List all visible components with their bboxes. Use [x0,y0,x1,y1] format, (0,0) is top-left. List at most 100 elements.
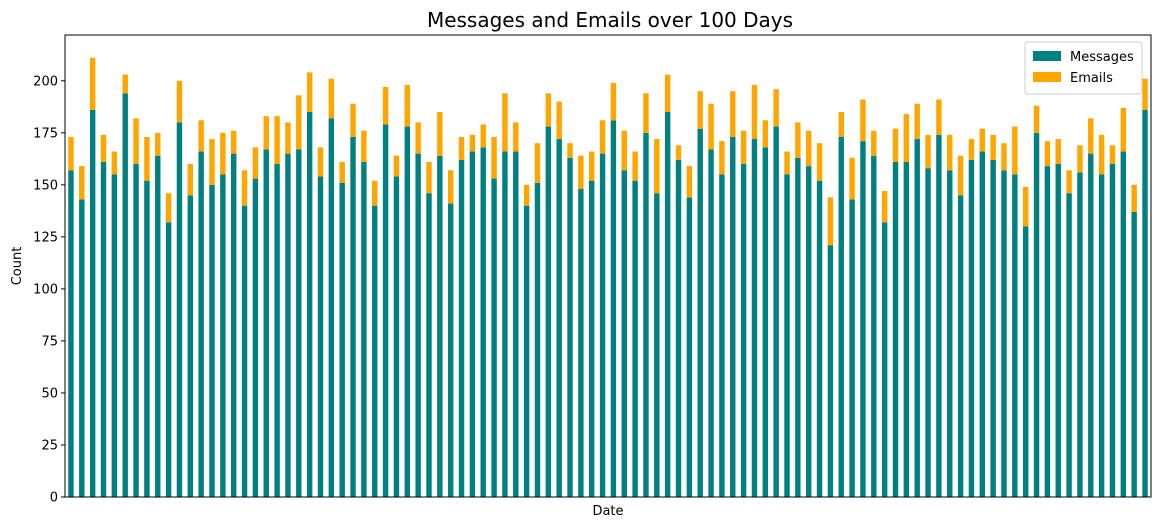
bar-emails-61 [719,141,725,175]
bar-emails-34 [426,161,432,194]
y-tick-label-100: 100 [33,282,58,297]
chart-title: Messages and Emails over 100 Days [427,8,793,32]
bar-emails-68 [795,122,801,158]
bar-emails-13 [198,120,204,152]
bar-emails-53 [632,151,638,181]
bar-emails-16 [230,130,237,154]
bar-messages-32 [404,126,410,497]
bar-messages-63 [740,164,747,497]
bar-messages-59 [697,128,703,497]
bar-messages-69 [806,166,812,498]
bar-messages-97 [1109,164,1116,497]
bar-messages-89 [1022,226,1029,497]
bar-messages-22 [296,149,302,497]
bar-emails-91 [1044,141,1051,167]
bar-emails-98 [1120,107,1127,152]
bar-messages-87 [1001,170,1007,497]
bar-messages-7 [133,164,139,497]
bar-emails-85 [979,128,985,152]
bar-emails-71 [827,197,834,246]
bar-emails-2 [79,166,85,200]
bar-messages-50 [599,153,606,497]
bar-messages-25 [328,118,335,498]
bar-messages-34 [426,193,432,497]
bar-emails-26 [339,161,345,183]
bar-messages-27 [350,136,356,497]
y-tick-label-0: 0 [50,491,58,506]
bar-emails-29 [372,180,378,206]
bar-messages-75 [871,155,877,497]
bar-emails-32 [404,84,410,127]
bar-emails-78 [903,114,910,162]
bar-messages-57 [675,159,682,498]
bar-emails-94 [1077,145,1083,173]
bar-messages-64 [751,139,758,498]
bar-messages-18 [252,178,259,497]
bar-emails-37 [458,136,465,160]
bar-messages-83 [957,195,964,498]
bar-emails-27 [350,103,356,137]
bar-messages-70 [816,180,823,497]
bar-messages-39 [480,147,486,497]
bar-messages-93 [1066,193,1072,497]
bar-messages-45 [545,126,552,497]
bar-messages-68 [795,157,801,497]
bar-messages-8 [144,180,150,497]
bar-emails-45 [545,93,552,127]
bar-emails-19 [263,116,269,150]
bar-emails-15 [220,132,226,175]
bar-emails-41 [502,93,508,152]
bar-messages-86 [990,159,996,498]
bar-emails-31 [393,155,400,177]
bar-messages-40 [491,178,497,497]
bar-emails-39 [480,124,486,148]
bar-emails-56 [664,74,671,112]
bar-messages-9 [155,155,161,497]
bar-messages-37 [458,159,465,498]
bar-messages-80 [925,168,931,497]
bar-emails-79 [914,103,920,140]
legend-label-messages: Messages [1070,50,1134,65]
bar-messages-31 [393,176,400,497]
bar-messages-38 [469,151,476,498]
bar-emails-86 [990,134,996,160]
legend-swatch-emails [1033,72,1061,82]
bar-emails-14 [209,139,215,185]
bar-messages-96 [1098,174,1105,497]
bar-emails-97 [1109,145,1116,165]
bar-emails-63 [740,130,747,165]
bar-emails-8 [144,136,150,181]
bar-emails-21 [285,122,291,154]
bar-messages-14 [209,184,215,497]
bar-emails-59 [697,91,703,129]
bar-emails-3 [89,57,96,110]
bar-emails-23 [306,72,313,112]
bar-messages-77 [892,161,899,497]
bar-emails-73 [849,157,855,200]
bar-emails-83 [957,155,964,196]
bar-emails-99 [1131,184,1137,212]
bar-emails-38 [469,134,476,152]
bar-messages-15 [220,174,226,497]
bar-messages-82 [947,170,953,497]
bar-messages-71 [827,245,834,497]
bar-emails-69 [806,130,812,167]
bar-emails-51 [610,82,617,121]
bar-emails-50 [599,120,606,154]
bar-messages-33 [415,153,421,497]
bar-emails-89 [1022,186,1029,227]
bar-emails-92 [1055,139,1061,165]
bar-messages-10 [165,222,172,498]
bar-messages-74 [860,141,866,497]
bar-emails-52 [621,130,627,171]
bar-emails-100 [1142,78,1148,110]
bar-emails-36 [447,170,454,204]
bar-emails-43 [523,184,530,206]
bar-emails-80 [925,134,931,169]
bar-emails-76 [881,191,888,223]
bar-emails-33 [415,122,421,154]
bar-emails-11 [176,80,183,123]
bar-messages-30 [382,124,389,498]
bar-messages-28 [361,161,367,497]
bar-emails-70 [816,143,823,181]
